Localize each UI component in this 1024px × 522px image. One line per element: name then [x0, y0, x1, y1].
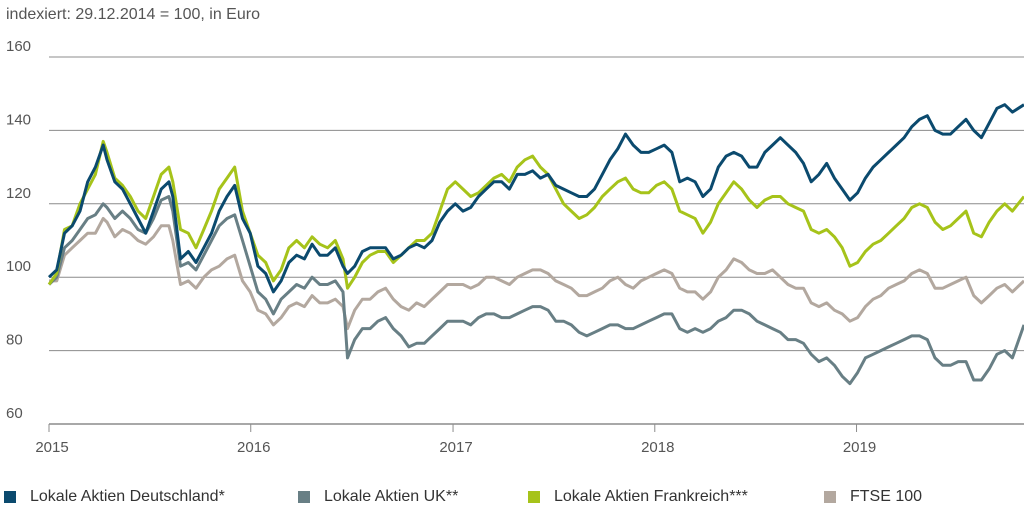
- series-line-0: [47, 103, 1024, 294]
- legend-label-uk: Lokale Aktien UK**: [324, 488, 459, 505]
- series-lines: [47, 103, 1024, 386]
- legend-swatch-frankreich: [528, 491, 540, 503]
- series-line-1: [47, 195, 1024, 386]
- y-tick-label: 140: [6, 111, 31, 128]
- y-tick-label: 60: [6, 405, 23, 422]
- y-tick-label: 100: [6, 258, 31, 275]
- legend-item-deutschland: Lokale Aktien Deutschland*: [4, 488, 225, 506]
- legend: Lokale Aktien Deutschland* Lokale Aktien…: [4, 488, 1024, 516]
- legend-label-frankreich: Lokale Aktien Frankreich***: [554, 488, 748, 505]
- y-tick-label: 160: [6, 38, 31, 55]
- y-axis: 60 80 100 120 140 160: [6, 38, 31, 422]
- x-tick-label: 2015: [35, 439, 68, 456]
- legend-item-ftse: FTSE 100: [824, 488, 922, 506]
- legend-item-uk: Lokale Aktien UK**: [298, 488, 458, 506]
- y-tick-label: 80: [6, 332, 23, 349]
- legend-label-ftse: FTSE 100: [850, 488, 923, 505]
- y-tick-label: 120: [6, 185, 31, 202]
- x-tick-label: 2017: [439, 439, 472, 456]
- x-tick-label: 2019: [843, 439, 876, 456]
- legend-swatch-uk: [298, 491, 310, 503]
- series-line-2: [47, 139, 1024, 290]
- chart-subtitle: indexiert: 29.12.2014 = 100, in Euro: [6, 6, 260, 23]
- x-axis: 2015 2016 2017 2018 2019: [35, 424, 876, 456]
- legend-label-deutschland: Lokale Aktien Deutschland*: [30, 488, 225, 505]
- legend-swatch-ftse: [824, 491, 836, 503]
- legend-item-frankreich: Lokale Aktien Frankreich***: [528, 488, 748, 506]
- grid-lines: [49, 56, 1024, 425]
- line-chart: 60 80 100 120 140 160 2015 2016 2017 2018 2019: [6, 38, 1024, 456]
- x-tick-label: 2018: [641, 439, 674, 456]
- x-tick-label: 2016: [237, 439, 270, 456]
- series-line-3: [49, 217, 1024, 331]
- legend-swatch-deutschland: [4, 491, 16, 503]
